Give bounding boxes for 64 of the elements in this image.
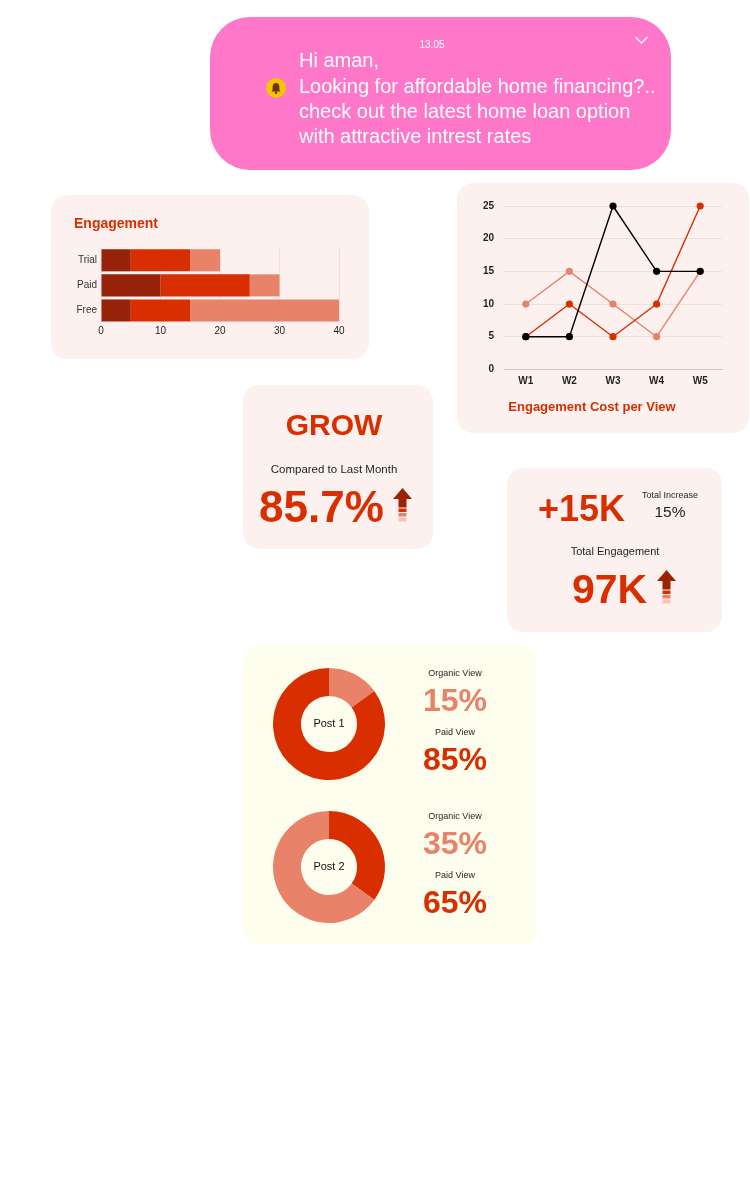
y-tick-label: Free bbox=[76, 304, 98, 316]
x-tick-label: W3 bbox=[605, 375, 621, 387]
point bbox=[522, 300, 530, 308]
y-tick-label: 25 bbox=[482, 199, 495, 211]
x-tick-label: 10 bbox=[154, 324, 167, 336]
text: with attractive intrest rates bbox=[299, 124, 532, 148]
slice-label: Paid View bbox=[435, 727, 476, 738]
point bbox=[565, 267, 573, 275]
y-tick-label: 0 bbox=[488, 363, 495, 375]
text: check out the latest home loan option bbox=[299, 99, 631, 123]
bar bbox=[130, 249, 191, 272]
slice-label: Organic View bbox=[428, 811, 483, 822]
y-tick-label: Trial bbox=[77, 254, 97, 266]
bar bbox=[249, 274, 280, 297]
text: Hi aman, bbox=[299, 48, 380, 72]
text: Post 1 bbox=[313, 717, 345, 730]
x-tick-label: 20 bbox=[214, 324, 226, 336]
y-tick-label: 5 bbox=[488, 330, 495, 342]
x-tick-label: W5 bbox=[692, 375, 709, 387]
text: Looking for affordable home financing?.. bbox=[299, 74, 656, 98]
point bbox=[609, 202, 617, 210]
y-tick-label: 15 bbox=[482, 265, 495, 277]
data-label: 35% bbox=[422, 824, 488, 861]
y-tick-label: Paid bbox=[76, 279, 97, 291]
point bbox=[653, 300, 661, 308]
bar bbox=[101, 274, 161, 297]
bar bbox=[101, 249, 131, 272]
text: 13.05 bbox=[419, 39, 445, 51]
text: Engagement Cost per View bbox=[508, 398, 677, 414]
x-tick-label: W2 bbox=[561, 375, 578, 387]
text: +15K bbox=[538, 487, 626, 531]
point bbox=[653, 333, 661, 341]
bar bbox=[130, 299, 191, 322]
bar bbox=[160, 274, 250, 297]
point bbox=[609, 333, 617, 341]
text: 15% bbox=[654, 502, 686, 522]
chart-title: Engagement bbox=[74, 215, 159, 232]
bar bbox=[190, 299, 339, 322]
point bbox=[653, 267, 661, 275]
text: GROW bbox=[285, 407, 383, 443]
x-tick-label: 30 bbox=[273, 324, 286, 336]
point bbox=[609, 300, 617, 308]
data-label: 85% bbox=[422, 740, 488, 777]
text: 97K bbox=[572, 565, 648, 615]
bar bbox=[190, 249, 220, 272]
slice-label: Paid View bbox=[435, 870, 476, 881]
x-tick-label: W4 bbox=[649, 375, 665, 387]
y-tick-label: 20 bbox=[482, 232, 495, 244]
data-label: 65% bbox=[422, 883, 488, 920]
point bbox=[565, 300, 573, 308]
text: Compared to Last Month bbox=[270, 463, 398, 477]
x-tick-label: 0 bbox=[98, 324, 105, 336]
data-label: 15% bbox=[422, 681, 488, 718]
text: Total Increase bbox=[641, 489, 699, 501]
text: Total Engagement bbox=[570, 545, 660, 559]
slice-label: Organic View bbox=[428, 668, 483, 679]
x-tick-label: W1 bbox=[518, 375, 534, 387]
x-tick-label: 40 bbox=[333, 324, 345, 336]
text: 85.7% bbox=[259, 480, 384, 533]
point bbox=[565, 333, 573, 341]
point bbox=[696, 202, 704, 210]
y-tick-label: 10 bbox=[482, 297, 495, 309]
text: Post 2 bbox=[313, 860, 345, 873]
bar bbox=[101, 299, 131, 322]
